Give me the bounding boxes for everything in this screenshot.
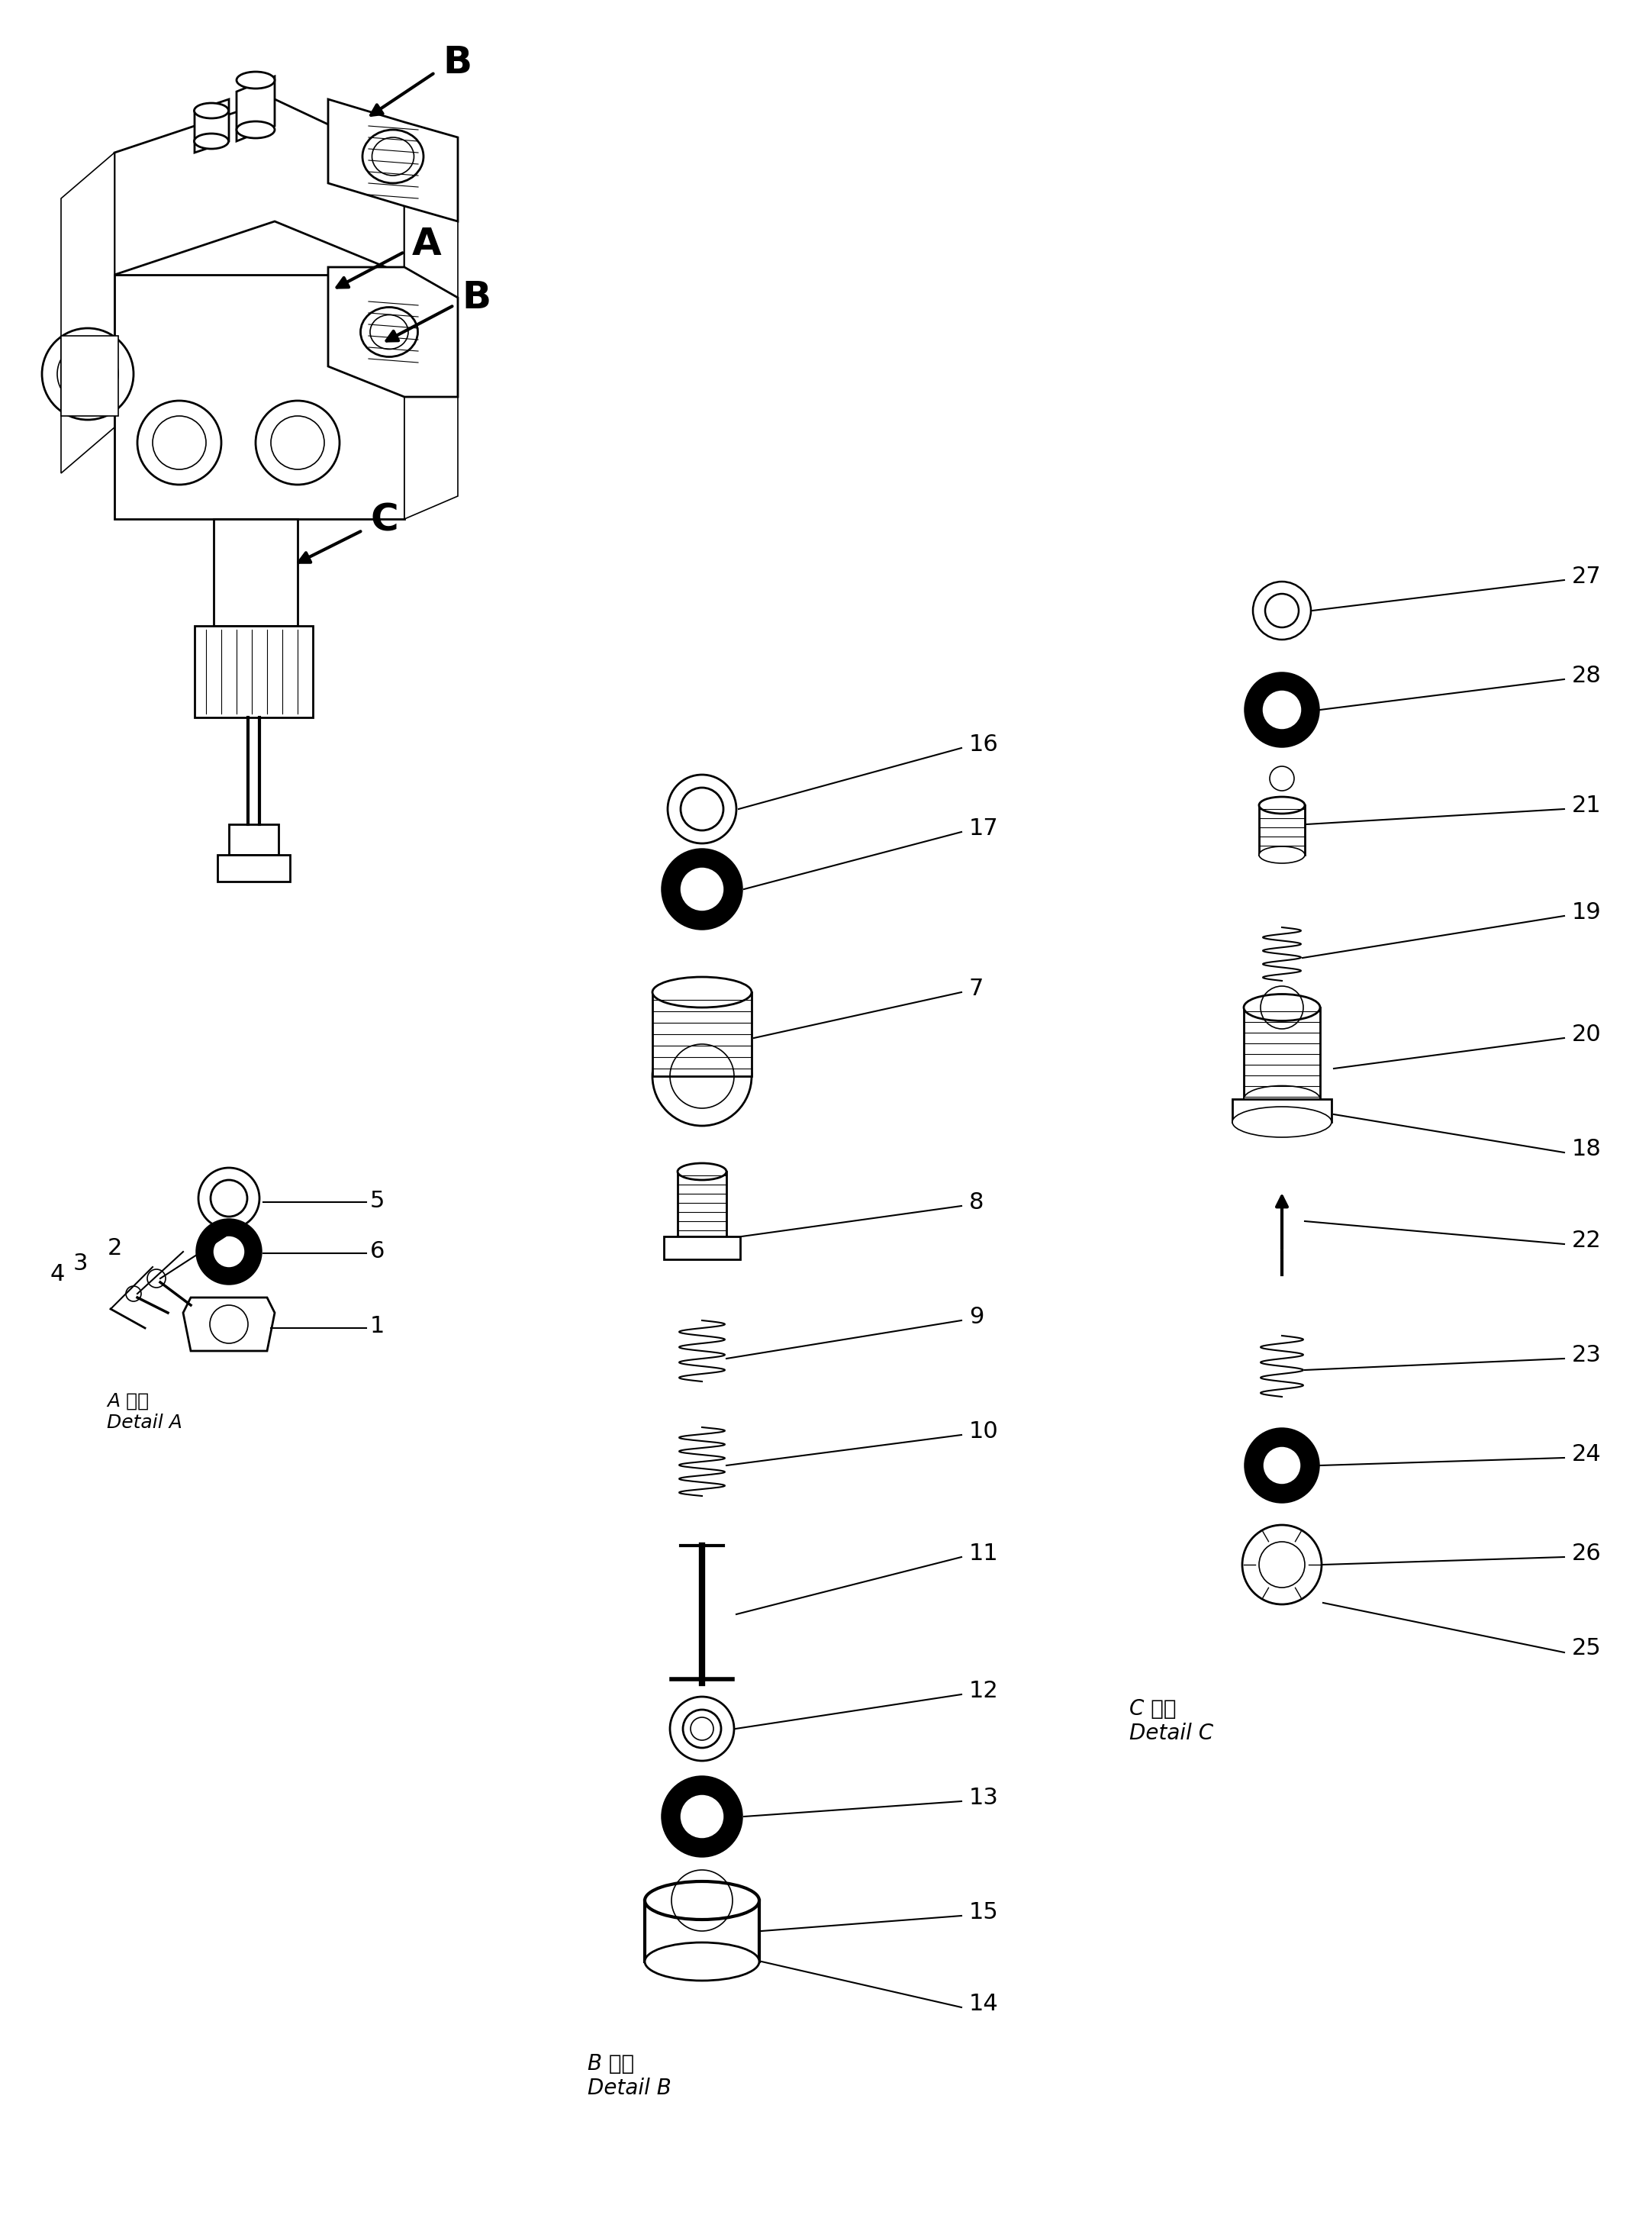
Text: 7: 7	[970, 978, 985, 1000]
Ellipse shape	[195, 133, 228, 149]
Polygon shape	[213, 519, 297, 625]
Circle shape	[681, 787, 724, 830]
Polygon shape	[61, 153, 114, 472]
Ellipse shape	[236, 71, 274, 89]
Ellipse shape	[1259, 847, 1305, 863]
Ellipse shape	[644, 1943, 760, 1981]
Text: 23: 23	[1573, 1344, 1601, 1366]
Text: 1: 1	[370, 1315, 385, 1337]
Polygon shape	[1244, 1007, 1320, 1100]
Polygon shape	[183, 1298, 274, 1351]
Text: 27: 27	[1573, 566, 1601, 588]
Text: 5: 5	[370, 1189, 385, 1211]
Text: 11: 11	[970, 1542, 999, 1564]
Ellipse shape	[1232, 1107, 1332, 1138]
Text: 13: 13	[970, 1785, 999, 1808]
Text: B 詳細
Detail B: B 詳細 Detail B	[588, 2054, 671, 2098]
Polygon shape	[653, 991, 752, 1076]
Ellipse shape	[653, 976, 752, 1007]
Circle shape	[679, 1794, 725, 1839]
Text: 22: 22	[1573, 1229, 1601, 1251]
Polygon shape	[1259, 805, 1305, 854]
Text: 16: 16	[970, 734, 999, 756]
Text: B: B	[443, 44, 472, 80]
Polygon shape	[329, 100, 458, 222]
Polygon shape	[230, 825, 279, 854]
Text: 26: 26	[1573, 1542, 1601, 1564]
Circle shape	[679, 867, 725, 912]
Circle shape	[1265, 594, 1298, 628]
Ellipse shape	[677, 1162, 727, 1180]
Circle shape	[682, 1710, 720, 1748]
Text: 4: 4	[50, 1264, 64, 1286]
Text: 20: 20	[1573, 1022, 1601, 1045]
Text: 14: 14	[970, 1992, 999, 2014]
Polygon shape	[664, 1235, 740, 1260]
Ellipse shape	[1259, 796, 1305, 814]
Text: C 詳細
Detail C: C 詳細 Detail C	[1130, 1699, 1213, 1743]
Ellipse shape	[236, 122, 274, 138]
Polygon shape	[405, 138, 458, 519]
Circle shape	[1242, 1526, 1322, 1604]
Circle shape	[1246, 674, 1318, 747]
Circle shape	[210, 1180, 248, 1218]
Text: 24: 24	[1573, 1444, 1601, 1466]
Polygon shape	[114, 100, 405, 275]
Text: 10: 10	[970, 1420, 999, 1442]
Polygon shape	[329, 266, 458, 397]
Text: 17: 17	[970, 816, 999, 838]
Polygon shape	[114, 275, 405, 519]
Text: 28: 28	[1573, 665, 1601, 688]
Ellipse shape	[1244, 1087, 1320, 1113]
Ellipse shape	[195, 102, 228, 118]
Circle shape	[662, 849, 742, 929]
Text: 15: 15	[970, 1901, 999, 1923]
Circle shape	[1246, 1428, 1318, 1502]
Text: 3: 3	[73, 1253, 88, 1275]
Circle shape	[662, 1777, 742, 1856]
Polygon shape	[61, 335, 119, 417]
Ellipse shape	[644, 1881, 760, 1919]
Text: 12: 12	[970, 1679, 999, 1701]
Text: B: B	[461, 279, 491, 315]
Circle shape	[653, 1027, 752, 1127]
Text: 2: 2	[107, 1238, 122, 1260]
Text: 6: 6	[370, 1240, 385, 1262]
Polygon shape	[218, 854, 291, 881]
Circle shape	[1262, 1446, 1302, 1486]
Circle shape	[197, 1220, 261, 1284]
Text: C: C	[370, 501, 398, 539]
Polygon shape	[195, 100, 230, 153]
Text: 9: 9	[970, 1306, 985, 1329]
Text: 8: 8	[970, 1191, 985, 1213]
Polygon shape	[644, 1901, 760, 1961]
Text: A: A	[411, 226, 441, 262]
Text: 18: 18	[1573, 1138, 1601, 1160]
Polygon shape	[677, 1171, 727, 1235]
Text: 25: 25	[1573, 1637, 1601, 1659]
Circle shape	[1262, 690, 1302, 730]
Circle shape	[211, 1235, 246, 1269]
Polygon shape	[236, 75, 274, 142]
Polygon shape	[195, 625, 312, 716]
Polygon shape	[1232, 1100, 1332, 1122]
Text: 19: 19	[1573, 901, 1601, 923]
Text: 21: 21	[1573, 794, 1601, 816]
Text: A 詳細
Detail A: A 詳細 Detail A	[107, 1393, 182, 1433]
Ellipse shape	[1244, 994, 1320, 1020]
